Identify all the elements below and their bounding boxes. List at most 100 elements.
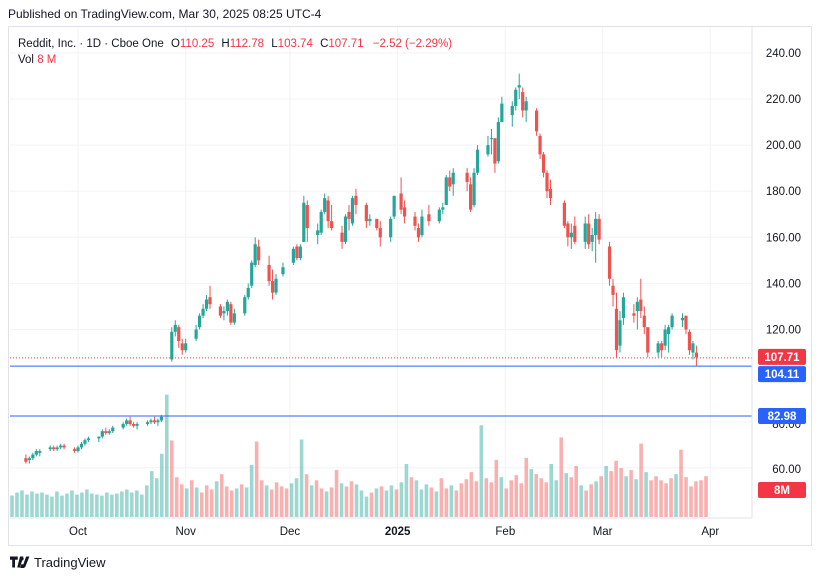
volume-bar	[334, 470, 339, 517]
candle-body	[521, 92, 525, 111]
candle-body	[208, 297, 212, 305]
open-key: O	[170, 38, 180, 50]
candle-body	[184, 343, 188, 351]
candle-body	[229, 304, 233, 323]
candle-body	[177, 327, 181, 342]
volume-bar	[399, 482, 404, 517]
candle-body	[326, 200, 330, 222]
candle-body	[52, 447, 56, 450]
volume-bar	[85, 489, 89, 517]
volume-bar	[634, 479, 638, 517]
volume-tag-bg	[758, 482, 806, 498]
hline-83-tag-bg	[758, 408, 806, 424]
price-tick-label: 200.00	[766, 140, 801, 152]
volume-bar	[35, 493, 39, 517]
candle-body	[468, 184, 473, 210]
volume-bar	[194, 487, 199, 517]
candle-body	[691, 343, 695, 353]
volume-bar	[379, 486, 384, 517]
price-tick-label: 180.00	[766, 186, 801, 198]
candle-body	[354, 195, 358, 206]
chart-legend: Reddit, Inc. · 1D · Cboe One O110.25 H11…	[18, 36, 452, 68]
candle-body	[48, 447, 52, 450]
volume-bar	[20, 490, 24, 517]
volume-bar	[289, 483, 294, 517]
volume-bar	[459, 483, 464, 517]
volume-bar	[339, 483, 344, 517]
candle-body	[72, 449, 77, 451]
candle-body	[100, 431, 104, 437]
time-tick-label: Dec	[280, 526, 301, 538]
candle-body	[472, 172, 476, 206]
candle-body	[180, 343, 184, 351]
volume-bar	[299, 439, 304, 517]
candle-body	[125, 420, 129, 424]
volume-bar	[284, 488, 289, 517]
volume-bar	[564, 473, 569, 517]
price-tick-label: 140.00	[766, 278, 801, 290]
volume-bar	[110, 494, 114, 517]
volume-bar	[639, 443, 643, 517]
volume-bar	[649, 480, 653, 517]
candle-body	[34, 451, 38, 455]
volume-label[interactable]: Vol	[18, 54, 34, 66]
candle-body	[684, 315, 688, 330]
time-tick-label: 2025	[385, 526, 411, 538]
volume-bar	[364, 496, 369, 517]
price-tick-label: 60.00	[772, 464, 801, 476]
volume-bar	[174, 477, 179, 517]
candle-body	[350, 198, 355, 224]
time-tick-label: Feb	[495, 526, 515, 538]
volume-bar	[674, 474, 678, 517]
volume-bar	[149, 471, 154, 517]
candle-body	[111, 427, 115, 432]
volume-bar	[229, 490, 234, 517]
volume-bar	[559, 437, 564, 517]
volume-bar	[344, 486, 349, 517]
volume-bar	[154, 478, 159, 517]
candle-body	[660, 343, 664, 351]
volume-bar	[204, 485, 209, 517]
volume-bar	[309, 485, 314, 517]
volume-bar	[95, 494, 99, 517]
volume-bar	[584, 490, 588, 517]
volume-bar	[159, 453, 164, 517]
candle-body	[566, 223, 570, 238]
low-key: L	[271, 38, 278, 50]
candle-body	[534, 110, 539, 132]
volume-bar	[314, 480, 319, 517]
volume-bar	[239, 484, 244, 517]
volume-bar	[694, 481, 698, 517]
volume-bar	[130, 492, 134, 517]
volume-bar	[189, 480, 194, 517]
candle-body	[524, 101, 528, 111]
volume-bar	[654, 476, 658, 517]
time-tick-label: Oct	[69, 526, 88, 538]
volume-bars	[10, 394, 708, 517]
candle-body	[24, 458, 28, 462]
volume-bar	[304, 474, 309, 517]
candle-body	[340, 232, 344, 242]
volume-row: Vol 8 M	[18, 52, 452, 68]
price-tick-label: 120.00	[766, 325, 801, 337]
symbol-label[interactable]: Reddit, Inc. · 1D · Cboe One	[18, 38, 164, 50]
volume-bar	[214, 481, 219, 517]
candle-body	[128, 420, 132, 424]
volume-bar	[409, 477, 414, 517]
candle-body	[583, 223, 587, 242]
volume-bar	[524, 457, 529, 517]
volume-bar	[594, 481, 598, 517]
candle-body	[399, 193, 403, 210]
footer-brand[interactable]: TradingView	[10, 553, 106, 571]
candle-body	[538, 135, 542, 155]
volume-bar	[604, 466, 608, 517]
volume-bar	[664, 483, 668, 517]
volume-bar	[259, 480, 264, 517]
volume-bar	[45, 494, 49, 517]
candle-body	[573, 225, 577, 242]
candle-body	[465, 172, 469, 182]
volume-bar	[50, 496, 54, 517]
candle-body	[667, 327, 671, 335]
candle-body	[569, 232, 573, 238]
